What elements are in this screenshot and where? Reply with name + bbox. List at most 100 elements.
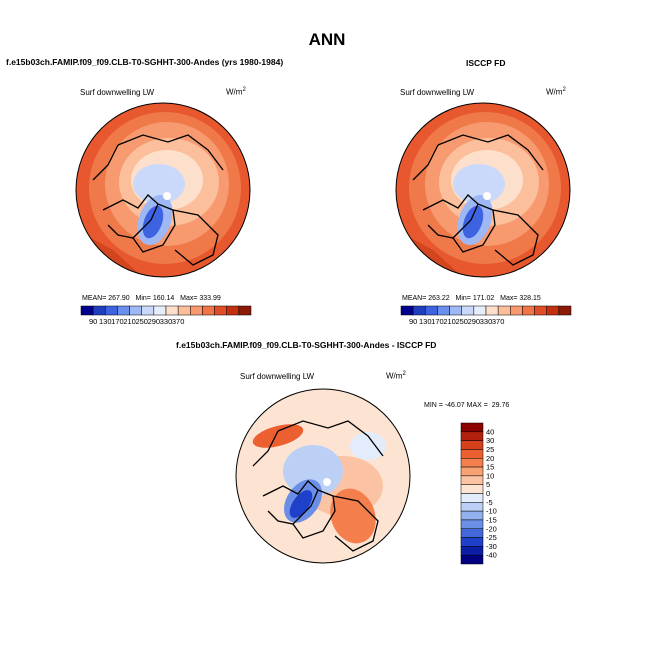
- colorbar-box: [460, 475, 484, 485]
- colorbar-box: [460, 519, 484, 529]
- coastline: [412, 144, 439, 181]
- colorbar-box: [202, 305, 215, 316]
- colorbar-tick-label: 30: [486, 436, 494, 445]
- colorbar-box: [400, 305, 414, 316]
- map-3-border: [235, 388, 411, 564]
- colorbar-box: [460, 422, 484, 433]
- map-panel-diff: [236, 389, 410, 563]
- min-label: Min=: [455, 295, 471, 302]
- colorbar-box: [460, 449, 484, 459]
- colorbar-box: [460, 458, 484, 468]
- colorbar-tick-label: 20: [486, 454, 494, 463]
- colorbar-tick-label: 90: [89, 317, 97, 326]
- coastline: [92, 144, 119, 181]
- contour-band-cool: [133, 164, 185, 204]
- colorbar-box: [460, 537, 484, 547]
- map-1-border: [75, 102, 251, 278]
- colorbar-tick-label: 330: [480, 317, 493, 326]
- colorbar-tick-label: 290: [468, 317, 481, 326]
- colorbar-box: [558, 305, 572, 316]
- colorbar-box: [546, 305, 560, 316]
- colorbar-box: [460, 528, 484, 538]
- colorbar-box: [238, 305, 252, 316]
- colorbar-tick-label: 290: [148, 317, 161, 326]
- colorbar-tick-label: 250: [455, 317, 468, 326]
- contour-band-pos-strong: [330, 488, 376, 544]
- colorbar-box: [92, 305, 106, 316]
- max-label: Max=: [180, 295, 198, 302]
- colorbar-box: [460, 554, 484, 565]
- panel-1-title: f.e15b03ch.FAMIP.f09_f09.CLB-T0-SGHHT-30…: [6, 57, 284, 67]
- panel-3-title: f.e15b03ch.FAMIP.f09_f09.CLB-T0-SGHHT-30…: [176, 340, 437, 350]
- colorbar-box: [460, 484, 484, 494]
- colorbar-tick-label: 370: [492, 317, 505, 326]
- units-exponent: 2: [562, 87, 566, 93]
- coastline: [132, 203, 176, 253]
- colorbar-tick-label: 330: [160, 317, 173, 326]
- colorbar-tick-label: 170: [111, 317, 124, 326]
- contour-band-greenland-core: [142, 205, 164, 239]
- colorbar-tick-label: 250: [135, 317, 148, 326]
- colorbar-box: [460, 431, 484, 441]
- colorbar-box: [497, 305, 511, 316]
- max-label: MAX =: [466, 402, 488, 409]
- colorbar-tick-label: 25: [486, 445, 494, 454]
- colorbar-box: [105, 305, 118, 316]
- colorbar-tick-label: 130: [419, 317, 432, 326]
- colorbar-tick-label: -20: [486, 524, 497, 533]
- units-exponent: 2: [402, 371, 406, 377]
- colorbar-box: [412, 305, 426, 316]
- coastline: [292, 489, 336, 539]
- pole-marker: [483, 192, 491, 200]
- colorbar-tick-label: 210: [123, 317, 136, 326]
- colorbar-tick-label: 130: [99, 317, 112, 326]
- units-text: W/m: [386, 371, 403, 381]
- colorbar-box: [534, 305, 547, 316]
- pole-marker: [323, 478, 331, 486]
- colorbar-box: [80, 305, 94, 316]
- map-panel-model: [76, 103, 250, 277]
- max-value: 29.76: [491, 402, 510, 409]
- mean-value: 267.90: [108, 295, 130, 302]
- colorbar-box: [460, 502, 484, 512]
- colorbar-box: [165, 305, 179, 316]
- panel-2-units-label: W/m2: [546, 87, 566, 97]
- colorbar-box: [522, 305, 535, 316]
- units-text: W/m: [546, 87, 563, 97]
- colorbar-box: [425, 305, 438, 316]
- colorbar-tick-label: 0: [486, 489, 490, 498]
- panel-1-units-label: W/m2: [226, 87, 246, 97]
- colorbar-box: [117, 305, 130, 316]
- contour-band-greenland-core: [462, 205, 484, 239]
- colorbar-box: [190, 305, 203, 316]
- mean-label: MEAN=: [402, 295, 427, 302]
- map-panel-obs: [396, 103, 570, 277]
- coastline: [492, 209, 539, 266]
- max-value: 328.15: [519, 295, 541, 302]
- colorbar-box: [214, 305, 227, 316]
- colorbar-tick-label: 40: [486, 427, 494, 436]
- panel-2-stats: MEAN= 263.22 Min= 171.02 Max= 328.15: [402, 295, 541, 302]
- colorbar-tick-label: -40: [486, 551, 497, 560]
- colorbar-box: [460, 546, 484, 556]
- coastline: [437, 134, 544, 171]
- coastline: [117, 134, 224, 171]
- contour-band-cool: [453, 164, 505, 204]
- map-2-border: [395, 102, 571, 278]
- pole-marker: [163, 192, 171, 200]
- colorbar-box: [141, 305, 155, 316]
- colorbar-box: [485, 305, 499, 316]
- min-value: 171.02: [472, 295, 495, 302]
- colorbar-tick-label: 90: [409, 317, 417, 326]
- colorbar-box: [461, 305, 475, 316]
- contour-band-pos-strong: [252, 424, 304, 448]
- panel-2-variable-label: Surf downwelling LW: [400, 88, 475, 97]
- colorbar-tick-label: -30: [486, 542, 497, 551]
- min-value: 160.14: [152, 295, 175, 302]
- coastline: [252, 430, 279, 467]
- contour-band-neg-core: [289, 490, 313, 518]
- mean-label: MEAN=: [82, 295, 107, 302]
- coastline: [277, 420, 384, 457]
